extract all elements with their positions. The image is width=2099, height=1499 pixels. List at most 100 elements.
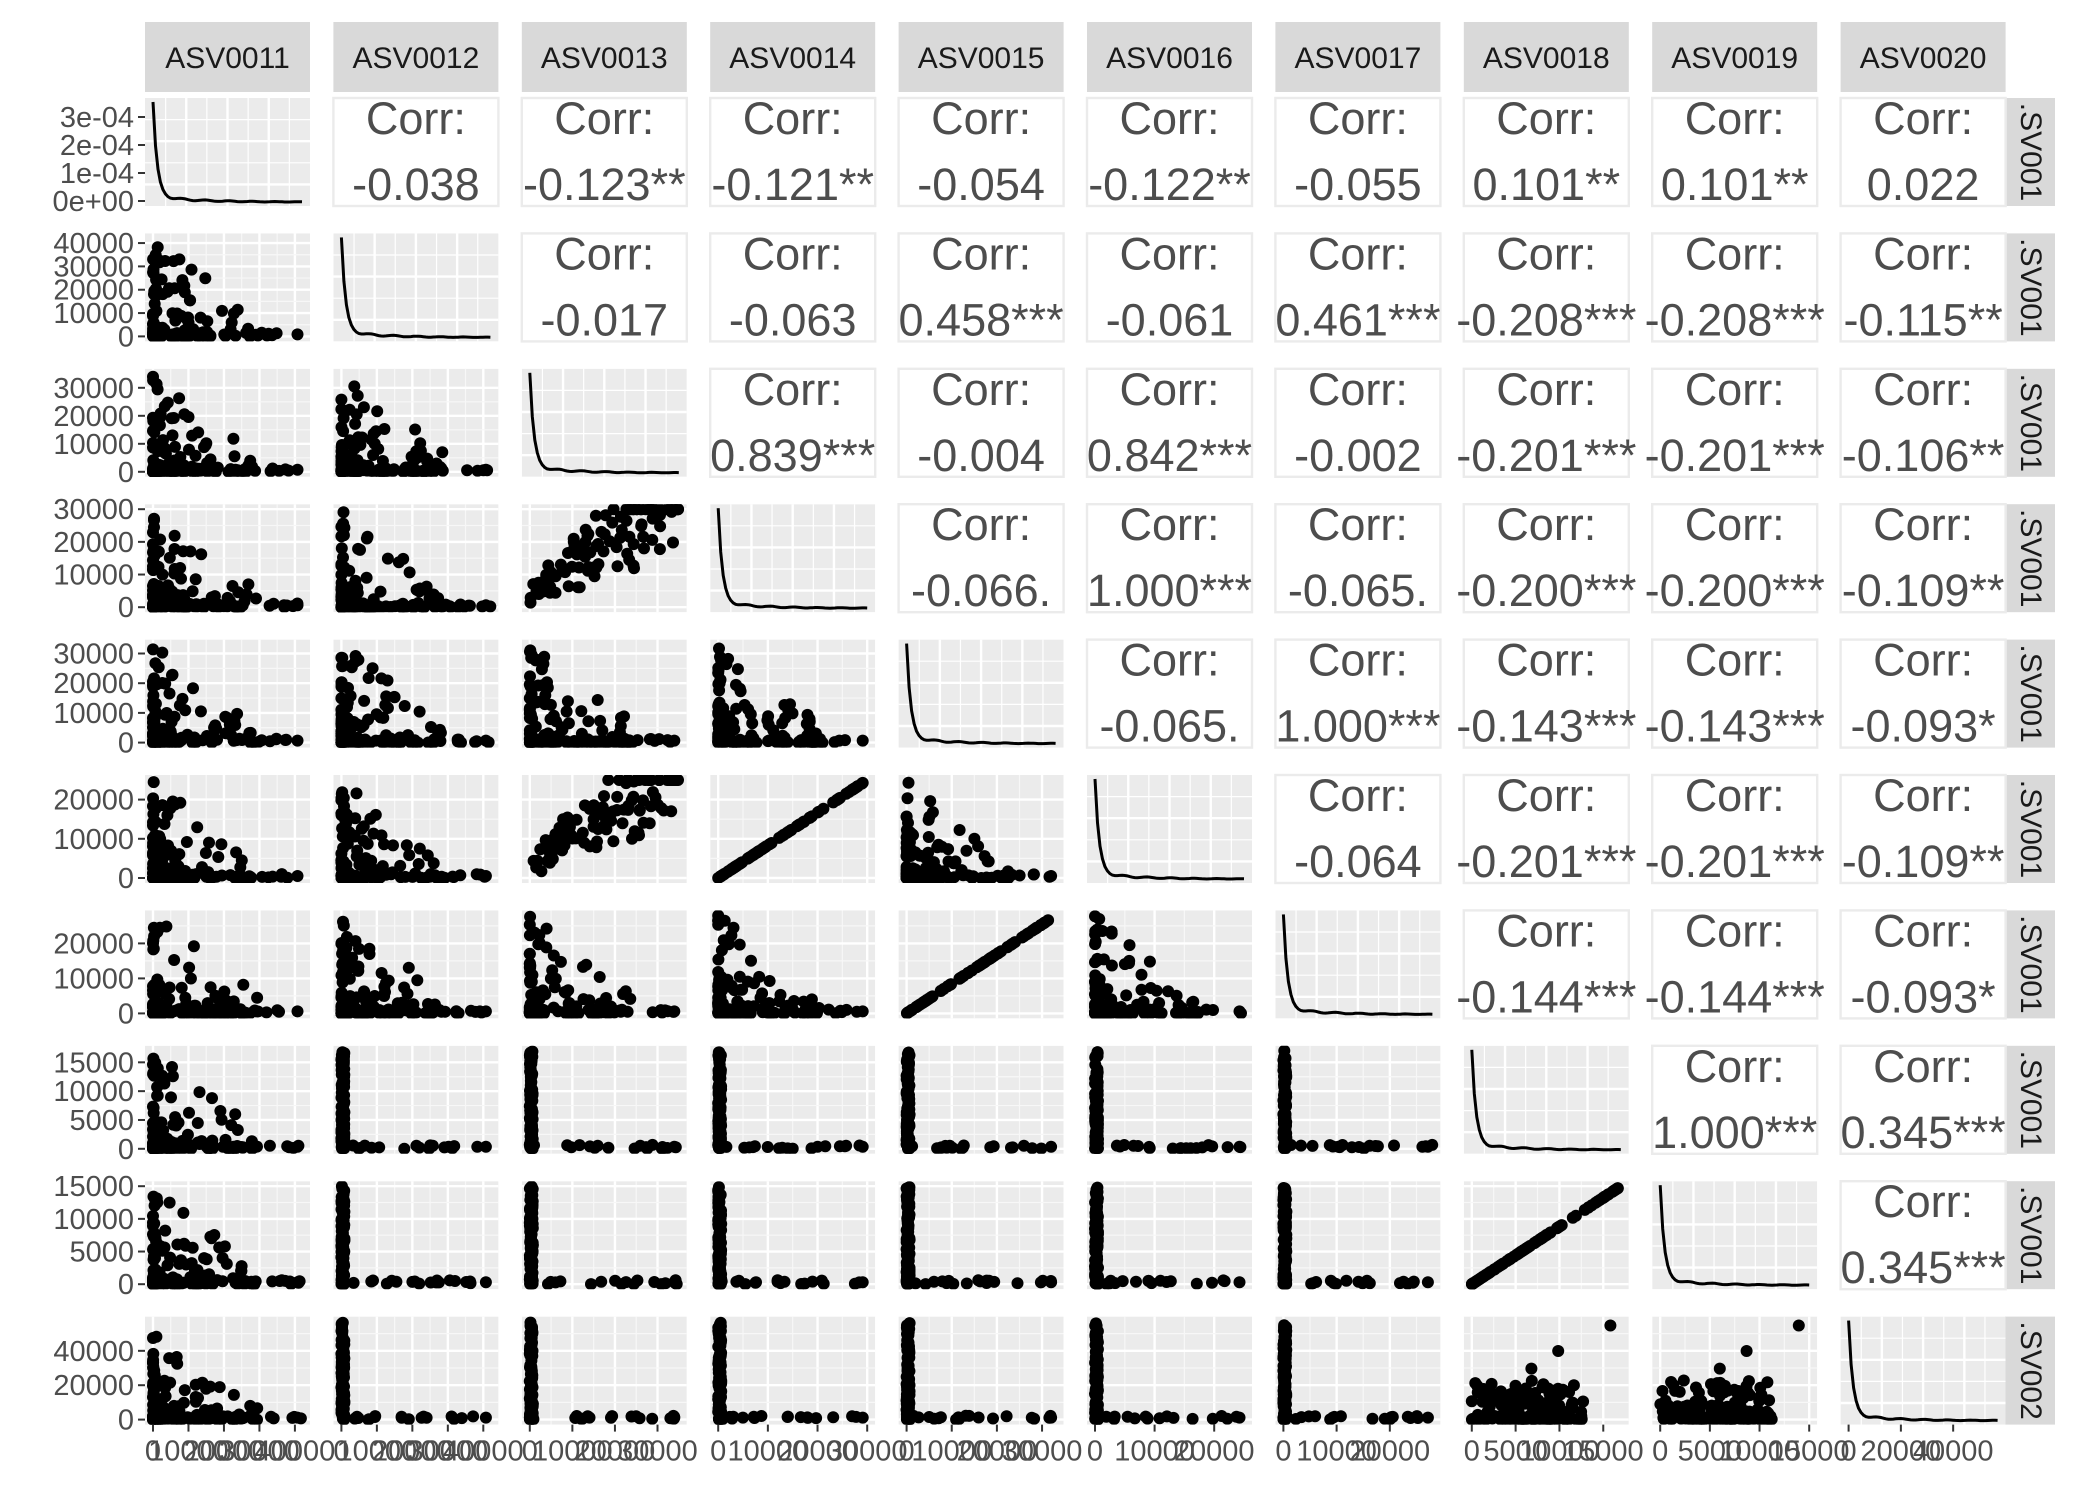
data-point <box>733 970 746 983</box>
data-point <box>525 1107 538 1120</box>
data-point <box>335 692 348 705</box>
data-point <box>148 512 160 525</box>
data-point <box>1279 1276 1292 1289</box>
data-point <box>738 699 751 711</box>
data-point <box>534 843 547 856</box>
data-point <box>1089 938 1102 951</box>
data-point <box>901 1087 913 1099</box>
data-point <box>336 1236 349 1249</box>
correlation-panel <box>1085 96 1254 208</box>
data-point <box>712 1237 725 1250</box>
data-point <box>335 1245 348 1258</box>
corr-value: 0.839*** <box>710 430 875 481</box>
data-point <box>582 715 595 728</box>
data-point <box>479 599 492 612</box>
data-point <box>1105 927 1118 940</box>
corr-value: -0.061 <box>1106 294 1234 345</box>
data-point <box>251 329 264 342</box>
data-point <box>730 678 742 691</box>
scatter-panel <box>898 1045 1064 1154</box>
data-point <box>212 851 225 863</box>
data-point <box>206 1278 219 1290</box>
data-point <box>354 438 367 451</box>
data-point <box>856 1140 869 1153</box>
data-point <box>563 829 576 842</box>
data-point <box>1150 984 1163 997</box>
data-point <box>217 1140 229 1153</box>
data-point <box>625 794 638 807</box>
corr-label: Corr: <box>1496 499 1596 550</box>
data-point <box>1090 1076 1103 1089</box>
data-point <box>162 463 175 476</box>
row-strip-label: .SV001 <box>2014 374 2047 472</box>
data-point <box>353 1142 366 1154</box>
data-point <box>156 646 169 659</box>
data-point <box>523 712 536 724</box>
corr-label: Corr: <box>931 228 1031 279</box>
data-point <box>1361 1274 1373 1287</box>
data-point <box>436 446 449 459</box>
correlation-panel <box>1839 96 2007 208</box>
correlation-panel <box>1650 1044 1819 1156</box>
data-point <box>392 736 405 748</box>
data-point <box>643 817 656 830</box>
data-point <box>634 1139 647 1152</box>
data-point <box>405 465 418 477</box>
data-point <box>279 463 292 476</box>
data-point <box>291 734 304 747</box>
data-point <box>524 1092 537 1105</box>
corr-label: Corr: <box>743 364 843 415</box>
data-point <box>903 1050 915 1063</box>
data-point <box>524 959 537 972</box>
data-point <box>156 1069 169 1082</box>
data-point <box>387 839 399 852</box>
data-point <box>1045 870 1058 882</box>
correlation-panel <box>520 232 688 343</box>
data-point <box>359 852 372 865</box>
data-point <box>179 991 192 1004</box>
data-point <box>668 1005 681 1018</box>
data-point <box>163 1196 176 1209</box>
data-point <box>403 733 416 746</box>
data-point <box>668 734 681 747</box>
data-point <box>337 919 350 932</box>
data-point <box>637 794 649 807</box>
data-point <box>149 248 162 261</box>
data-point <box>786 1142 799 1154</box>
data-point <box>180 1139 193 1152</box>
data-point <box>462 599 475 612</box>
data-point <box>596 724 609 737</box>
data-point <box>773 1142 786 1154</box>
data-point <box>738 1006 751 1019</box>
data-point <box>196 734 209 747</box>
data-point <box>189 573 202 586</box>
corr-value: -0.109** <box>1842 565 2005 616</box>
data-point <box>712 1262 725 1275</box>
scatter-panel <box>521 639 687 748</box>
data-point <box>524 1074 537 1087</box>
column-strip <box>1463 22 1629 92</box>
data-point <box>922 831 935 843</box>
data-point <box>610 541 623 554</box>
data-point <box>798 815 811 828</box>
data-point <box>338 1221 350 1234</box>
data-point <box>947 857 960 870</box>
data-point <box>602 1141 615 1154</box>
data-point <box>1090 1263 1103 1276</box>
data-point <box>616 817 629 830</box>
data-point <box>1180 1007 1193 1019</box>
data-point <box>151 1196 164 1209</box>
data-point <box>229 1276 242 1289</box>
row-strip <box>2005 98 2055 206</box>
correlation-panel <box>1839 232 2007 343</box>
data-point <box>367 595 380 608</box>
data-point <box>147 526 159 539</box>
data-point <box>1143 1140 1156 1153</box>
data-point <box>589 509 602 522</box>
data-point <box>611 790 624 803</box>
data-point <box>960 844 973 857</box>
data-point <box>1045 1276 1058 1289</box>
scatter-panel <box>1463 1181 1629 1290</box>
data-point <box>424 1139 437 1152</box>
data-point <box>335 736 348 748</box>
